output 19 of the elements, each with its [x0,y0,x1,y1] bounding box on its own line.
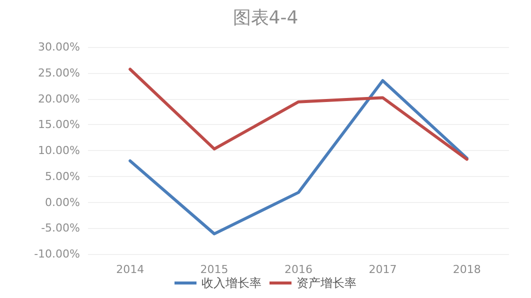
line-series [128,79,468,236]
y-tick-label: 10.00% [38,144,80,157]
legend-label: 收入增长率 [202,276,262,290]
y-tick-label: 0.00% [45,196,80,209]
chart-title: 图表4-4 [232,8,298,28]
x-tick-label: 2018 [452,263,481,276]
line-series [128,68,468,161]
y-tick-label: 25.00% [38,66,80,80]
legend-label: 资产增长率 [296,276,356,290]
x-tick-label: 2016 [284,263,312,276]
y-tick-label: -10.00% [34,248,80,260]
x-tick-label: 2015 [200,263,228,276]
x-tick-label: 2014 [116,263,144,276]
y-tick-label: 15.00% [38,118,80,132]
y-tick-label: 30.00% [38,40,80,54]
y-tick-label: 5.00% [45,170,80,183]
y-tick-label: -5.00% [41,222,80,235]
y-tick-label: 20.00% [38,92,80,106]
x-tick-label: 2017 [368,263,397,276]
